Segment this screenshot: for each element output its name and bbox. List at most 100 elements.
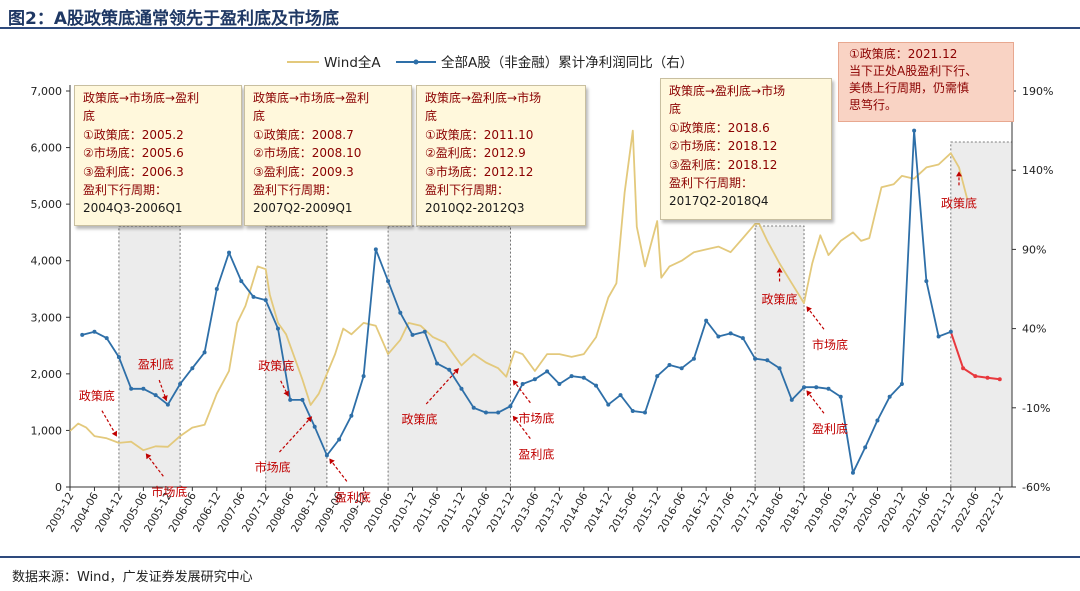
profit-yoy-point [422, 329, 427, 334]
annotation-arrowhead [145, 453, 152, 460]
annotation-arrowhead [512, 379, 519, 386]
profit-yoy-point [838, 394, 843, 399]
profit-yoy-point [214, 287, 219, 291]
profit-yoy-point [178, 382, 183, 387]
annotation-label: 盈利底 [812, 421, 848, 436]
cycle-box-line: ①政策底：2005.2 [83, 127, 184, 142]
cycle-box-line: 底 [669, 102, 682, 117]
cycle-box-line: ②盈利底：2012.9 [425, 146, 526, 161]
cycle-box-3: 政策底→盈利底→市场 底 ①政策底：2011.10 ②盈利底：2012.9 ③市… [416, 85, 586, 226]
profit-yoy-point [410, 332, 415, 337]
annotation-label: 政策底 [79, 388, 115, 403]
profit-yoy-point [618, 393, 623, 398]
cycle-box-line: ③市场底：2012.12 [425, 164, 534, 179]
annotation-label: 市场底 [151, 484, 187, 499]
profit-yoy-point [569, 374, 574, 379]
profit-yoy-point [459, 386, 464, 391]
left-tick-label: 6,000 [31, 142, 63, 155]
profit-yoy-point [545, 369, 550, 374]
profit-yoy-point [765, 358, 770, 363]
note-line: 思笃行。 [849, 98, 898, 112]
profit-yoy-point [789, 397, 794, 402]
profit-yoy-point [324, 453, 329, 458]
profit-yoy-point [263, 298, 268, 303]
cycle-box-period: 2004Q3-2006Q1 [83, 201, 183, 216]
profit-yoy-point [887, 394, 892, 399]
cycle-box-line: ②市场底：2018.12 [669, 139, 778, 154]
legend-profit-label: 全部A股（非金融）累计净利润同比（右） [441, 54, 693, 71]
profit-yoy-point [777, 366, 782, 371]
annotation-label: 政策底 [762, 292, 798, 307]
profit-yoy-point [202, 350, 207, 355]
profit-yoy-point [557, 382, 562, 387]
cycle-box-4: 政策底→盈利底→市场 底 ①政策底：2018.6 ②市场底：2018.12 ③盈… [660, 78, 832, 220]
profit-yoy-point [398, 310, 403, 315]
annotation-arrowhead [111, 430, 117, 437]
cycle-box-line: 盈利下行周期： [83, 183, 168, 198]
source-note: 数据来源：Wind，广发证券发展研究中心 [12, 570, 253, 585]
left-tick-label: 7,000 [31, 85, 63, 98]
cycle-box-period: 2007Q2-2009Q1 [253, 201, 353, 216]
left-tick-label: 1,000 [31, 424, 63, 437]
profit-yoy-point [704, 318, 709, 323]
profit-yoy-point [239, 279, 244, 284]
annotation-arrowhead [956, 171, 962, 177]
left-tick-label: 2,000 [31, 368, 63, 381]
profit-yoy-point [875, 418, 880, 423]
legend: Wind全A 全部A股（非金融）累计净利润同比（右） [287, 54, 693, 71]
annotation-arrowhead [453, 368, 459, 374]
profit-yoy-point [227, 250, 232, 255]
right-tick-label: 190% [1022, 85, 1053, 98]
cycle-box-line: 政策底→市场底→盈利 [83, 91, 200, 105]
profit-yoy-point [924, 279, 929, 284]
profit-yoy-point [948, 329, 953, 334]
annotation-label: 市场底 [518, 411, 554, 426]
annotation-label: 盈利底 [518, 447, 554, 462]
annotation-label: 盈利底 [335, 489, 371, 504]
left-tick-label: 0 [55, 481, 62, 494]
shaded-period [387, 225, 511, 488]
shaded-period [950, 141, 1013, 488]
profit-yoy-point [655, 374, 660, 379]
cycle-box-1: 政策底→市场底→盈利 底 ①政策底：2005.2 ②市场底：2005.6 ③盈利… [74, 85, 242, 226]
chart-canvas: 0 1,000 2,000 3,000 4,000 5,000 6,000 7,000 -60%… [31, 54, 1054, 534]
annotation-arrow [425, 367, 460, 405]
annotation-arrowhead [283, 390, 289, 397]
profit-yoy-point [642, 410, 647, 415]
cycle-box-line: 底 [253, 109, 266, 124]
profit-yoy-point [386, 279, 391, 284]
cycle-box-line: ①政策底：2018.6 [669, 120, 770, 135]
title-rule [0, 27, 1080, 29]
profit-yoy-point [471, 405, 476, 410]
series-layer [69, 128, 1002, 475]
shaded-period [265, 225, 328, 488]
annotation-label: 盈利底 [138, 357, 174, 372]
annotation-arrowhead [162, 395, 168, 401]
note-line: 美债上行周期，仍需慎 [849, 81, 970, 95]
shaded-periods [118, 141, 1013, 488]
cycle-box-line: ③盈利底：2018.12 [669, 157, 778, 172]
profit-yoy-point [104, 336, 109, 341]
annotation-arrowhead [329, 458, 335, 465]
profit-yoy-point [483, 410, 488, 415]
profit-yoy-point [961, 366, 966, 371]
profit-yoy-point [165, 402, 170, 407]
cycle-box-line: ②市场底：2005.6 [83, 146, 184, 161]
annotation-arrow [280, 380, 289, 397]
profit-yoy-point [594, 383, 599, 388]
profit-yoy-point [520, 382, 525, 387]
profit-yoy-point [92, 329, 97, 334]
profit-yoy-point [863, 445, 868, 450]
legend-profit-marker [413, 59, 419, 65]
legend-wind-label: Wind全A [324, 54, 381, 71]
profit-yoy-point [985, 375, 990, 380]
profit-yoy-point [447, 367, 452, 372]
annotation-label: 政策底 [941, 195, 977, 210]
annotation-arrowhead [776, 267, 783, 273]
annotation-label: 市场底 [255, 459, 291, 474]
profit-yoy-point [80, 332, 85, 337]
profit-yoy-point [190, 366, 195, 371]
profit-yoy-point [496, 410, 501, 415]
profit-yoy-point [508, 404, 513, 409]
cycle-box-line: 政策底→盈利底→市场 [669, 84, 786, 98]
